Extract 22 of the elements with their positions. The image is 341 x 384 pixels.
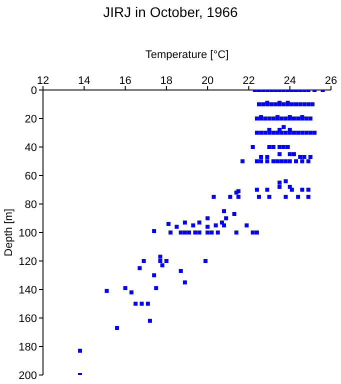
y-tick-label: 120	[18, 256, 37, 268]
chart-title: JIRJ in October, 1966	[102, 4, 239, 20]
y-axis-title: Depth [m]	[2, 208, 15, 256]
y-tick-label: 200	[18, 370, 37, 382]
y-tick-label: 60	[24, 170, 37, 182]
y-tick-label: 0	[30, 84, 37, 97]
y-tick-label: 160	[18, 312, 37, 325]
x-tick-label: 14	[78, 75, 90, 87]
x-axis-title: Temperature [°C]	[145, 48, 229, 61]
x-tick-label: 26	[324, 75, 338, 87]
y-tick-label: 20	[24, 113, 37, 126]
y-tick-label: 80	[24, 198, 37, 211]
x-tick-label: 24	[284, 75, 296, 87]
y-tick-label: 100	[18, 227, 37, 240]
y-tick-label: 40	[24, 142, 37, 154]
y-tick-label: 180	[18, 341, 37, 354]
x-tick-label: 20	[201, 75, 214, 87]
x-tick-label: 12	[36, 75, 50, 87]
x-tick-label: 16	[119, 75, 132, 87]
x-tick-label: 22	[242, 75, 255, 87]
x-tick-label: 18	[160, 75, 173, 87]
y-tick-label: 140	[18, 284, 37, 296]
